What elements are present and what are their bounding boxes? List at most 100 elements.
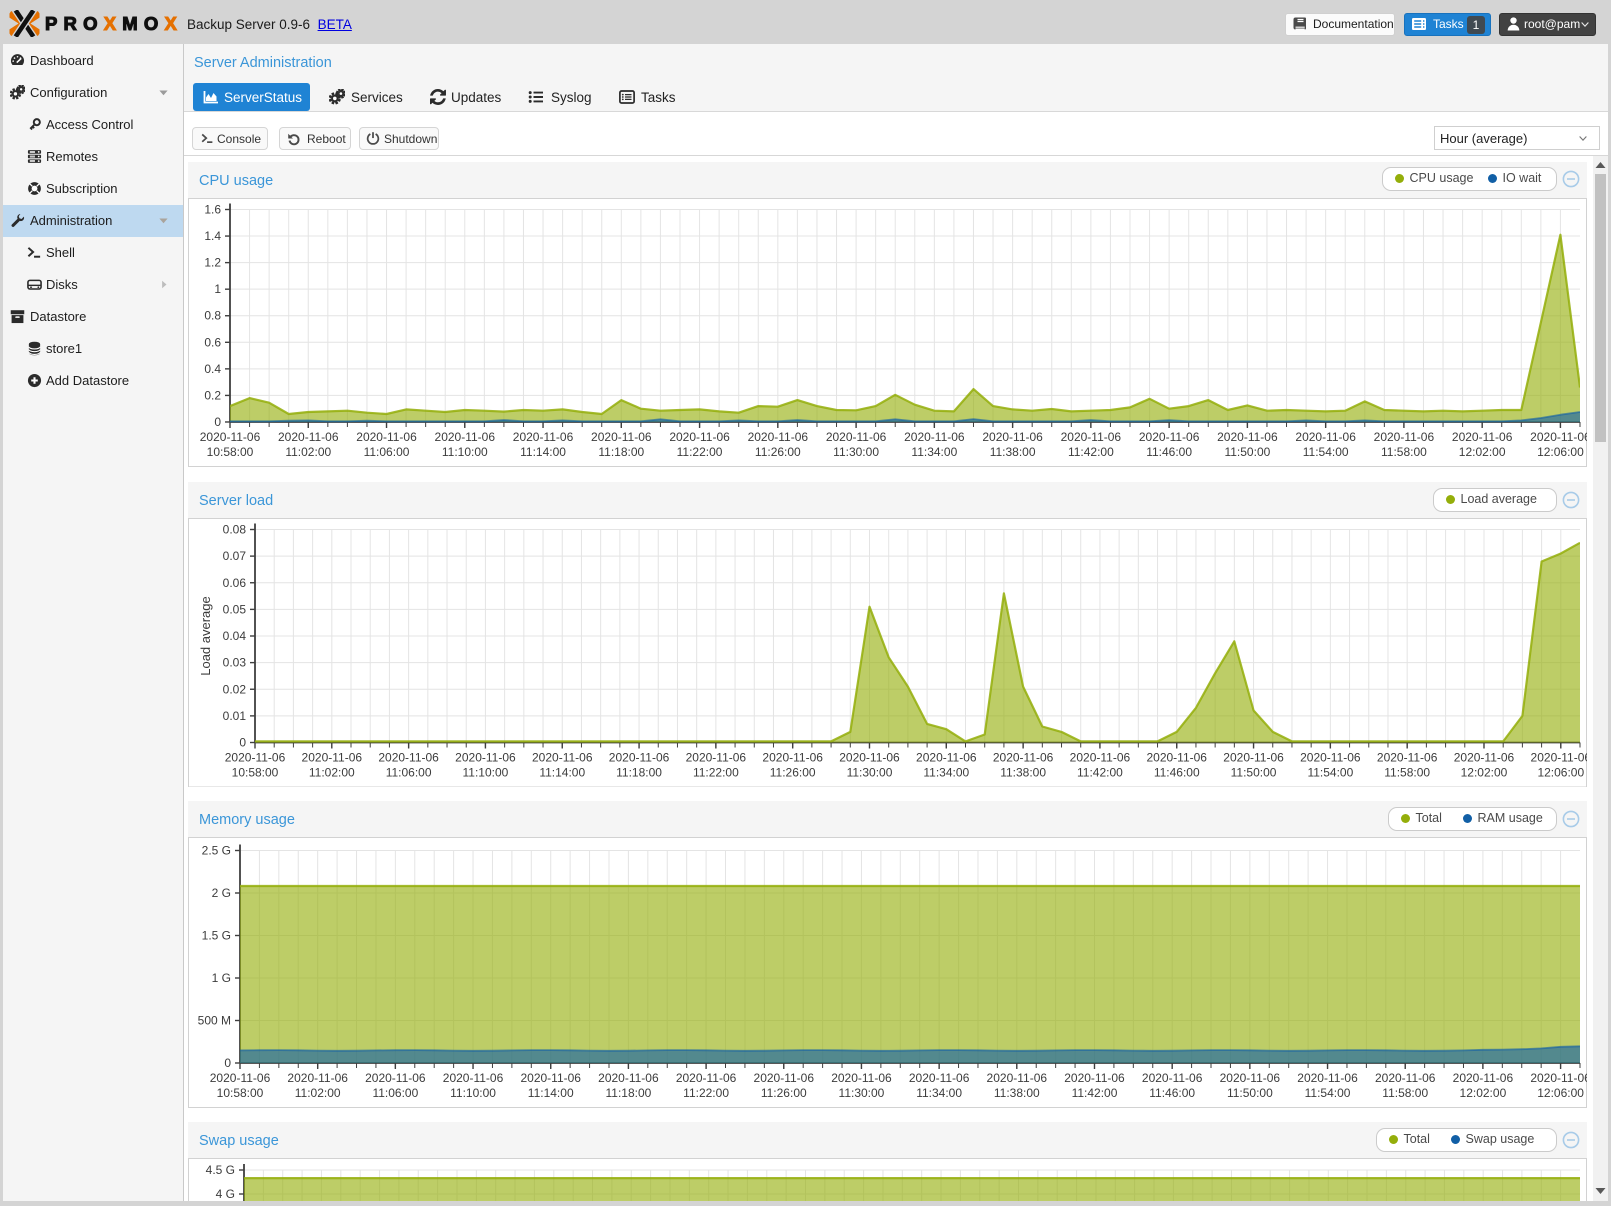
svg-text:11:06:00: 11:06:00 — [372, 1086, 418, 1100]
svg-text:2020-11-06: 2020-11-06 — [225, 750, 286, 764]
svg-text:2020-11-06: 2020-11-06 — [455, 750, 516, 764]
svg-text:11:38:00: 11:38:00 — [994, 1086, 1040, 1100]
svg-text:4.5 G: 4.5 G — [206, 1163, 235, 1177]
svg-text:10:58:00: 10:58:00 — [207, 445, 254, 459]
svg-text:2020-11-06: 2020-11-06 — [1223, 750, 1284, 764]
svg-text:11:10:00: 11:10:00 — [463, 765, 509, 779]
svg-text:0.6: 0.6 — [204, 335, 221, 349]
svg-text:2.5 G: 2.5 G — [202, 844, 231, 858]
svg-text:2020-11-06: 2020-11-06 — [1297, 1071, 1358, 1085]
svg-text:11:50:00: 11:50:00 — [1227, 1086, 1273, 1100]
svg-text:2020-11-06: 2020-11-06 — [676, 1071, 737, 1085]
svg-text:0: 0 — [214, 414, 221, 428]
svg-text:11:10:00: 11:10:00 — [450, 1086, 496, 1100]
svg-text:11:02:00: 11:02:00 — [309, 765, 355, 779]
svg-text:2020-11-06: 2020-11-06 — [748, 430, 809, 444]
svg-text:500 M: 500 M — [198, 1014, 231, 1028]
svg-text:2020-11-06: 2020-11-06 — [669, 430, 730, 444]
svg-text:11:34:00: 11:34:00 — [916, 1086, 962, 1100]
svg-text:2020-11-06: 2020-11-06 — [1220, 1071, 1281, 1085]
svg-text:11:58:00: 11:58:00 — [1382, 1086, 1428, 1100]
svg-text:11:34:00: 11:34:00 — [923, 765, 969, 779]
svg-text:11:22:00: 11:22:00 — [683, 1086, 729, 1100]
svg-text:11:14:00: 11:14:00 — [520, 445, 566, 459]
svg-text:2020-11-06: 2020-11-06 — [1146, 750, 1207, 764]
svg-text:2020-11-06: 2020-11-06 — [435, 430, 496, 444]
svg-text:12:02:00: 12:02:00 — [1461, 765, 1508, 779]
svg-text:1: 1 — [214, 282, 221, 296]
svg-text:11:26:00: 11:26:00 — [770, 765, 816, 779]
svg-text:0.07: 0.07 — [223, 549, 247, 563]
svg-text:2020-11-06: 2020-11-06 — [591, 430, 652, 444]
svg-text:11:30:00: 11:30:00 — [833, 445, 879, 459]
svg-text:11:02:00: 11:02:00 — [295, 1086, 341, 1100]
svg-text:2020-11-06: 2020-11-06 — [831, 1071, 892, 1085]
svg-text:2020-11-06: 2020-11-06 — [278, 430, 339, 444]
svg-text:2020-11-06: 2020-11-06 — [1142, 1071, 1203, 1085]
svg-text:11:58:00: 11:58:00 — [1384, 765, 1430, 779]
svg-text:2020-11-06: 2020-11-06 — [686, 750, 747, 764]
svg-text:11:18:00: 11:18:00 — [605, 1086, 651, 1100]
svg-text:10:58:00: 10:58:00 — [217, 1086, 264, 1100]
svg-text:11:54:00: 11:54:00 — [1303, 445, 1349, 459]
svg-text:0.8: 0.8 — [204, 308, 221, 322]
svg-text:2020-11-06: 2020-11-06 — [993, 750, 1054, 764]
svg-text:11:30:00: 11:30:00 — [847, 765, 893, 779]
svg-text:11:06:00: 11:06:00 — [386, 765, 432, 779]
svg-text:11:46:00: 11:46:00 — [1149, 1086, 1195, 1100]
svg-text:2020-11-06: 2020-11-06 — [1061, 430, 1122, 444]
svg-text:2020-11-06: 2020-11-06 — [365, 1071, 426, 1085]
svg-text:11:54:00: 11:54:00 — [1305, 1086, 1351, 1100]
svg-text:1.6: 1.6 — [204, 202, 221, 216]
svg-text:2 G: 2 G — [212, 886, 231, 900]
svg-text:11:14:00: 11:14:00 — [539, 765, 585, 779]
svg-text:0.06: 0.06 — [223, 575, 247, 589]
svg-text:0: 0 — [224, 1056, 231, 1070]
svg-text:12:02:00: 12:02:00 — [1460, 1086, 1507, 1100]
svg-text:2020-11-06: 2020-11-06 — [1070, 750, 1131, 764]
svg-text:10:58:00: 10:58:00 — [232, 765, 279, 779]
svg-text:11:30:00: 11:30:00 — [839, 1086, 885, 1100]
svg-text:2020-11-06: 2020-11-06 — [1064, 1071, 1125, 1085]
svg-text:11:50:00: 11:50:00 — [1224, 445, 1270, 459]
svg-text:2020-11-06: 2020-11-06 — [982, 430, 1043, 444]
svg-text:11:34:00: 11:34:00 — [911, 445, 957, 459]
svg-text:11:26:00: 11:26:00 — [755, 445, 801, 459]
svg-text:2020-11-06: 2020-11-06 — [210, 1071, 271, 1085]
svg-text:0.2: 0.2 — [204, 388, 221, 402]
svg-text:11:22:00: 11:22:00 — [693, 765, 739, 779]
svg-text:1.2: 1.2 — [204, 255, 221, 269]
svg-text:12:06:00: 12:06:00 — [1537, 765, 1584, 779]
svg-text:11:42:00: 11:42:00 — [1072, 1086, 1118, 1100]
svg-text:2020-11-06: 2020-11-06 — [443, 1071, 504, 1085]
svg-text:12:06:00: 12:06:00 — [1537, 445, 1584, 459]
svg-text:11:58:00: 11:58:00 — [1381, 445, 1427, 459]
svg-text:11:06:00: 11:06:00 — [364, 445, 410, 459]
svg-text:2020-11-06: 2020-11-06 — [513, 430, 574, 444]
svg-text:2020-11-06: 2020-11-06 — [378, 750, 439, 764]
svg-text:1.4: 1.4 — [204, 229, 221, 243]
svg-text:0.4: 0.4 — [204, 361, 221, 375]
svg-text:2020-11-06: 2020-11-06 — [1217, 430, 1278, 444]
svg-text:0.05: 0.05 — [223, 602, 247, 616]
svg-text:2020-11-06: 2020-11-06 — [916, 750, 977, 764]
svg-text:0.04: 0.04 — [223, 629, 247, 643]
svg-text:2020-11-06: 2020-11-06 — [356, 430, 417, 444]
svg-text:2020-11-06: 2020-11-06 — [609, 750, 670, 764]
svg-text:2020-11-06: 2020-11-06 — [302, 750, 363, 764]
svg-text:11:18:00: 11:18:00 — [616, 765, 662, 779]
svg-text:11:38:00: 11:38:00 — [1000, 765, 1046, 779]
svg-text:2020-11-06: 2020-11-06 — [987, 1071, 1048, 1085]
svg-text:2020-11-06: 2020-11-06 — [1139, 430, 1200, 444]
svg-text:2020-11-06: 2020-11-06 — [1531, 750, 1587, 764]
svg-text:2020-11-06: 2020-11-06 — [762, 750, 823, 764]
svg-text:11:46:00: 11:46:00 — [1146, 445, 1192, 459]
svg-text:2020-11-06: 2020-11-06 — [287, 1071, 348, 1085]
svg-text:11:46:00: 11:46:00 — [1154, 765, 1200, 779]
svg-text:2020-11-06: 2020-11-06 — [598, 1071, 659, 1085]
svg-text:1 G: 1 G — [212, 971, 231, 985]
svg-text:2020-11-06: 2020-11-06 — [904, 430, 965, 444]
svg-text:1.5 G: 1.5 G — [202, 929, 231, 943]
svg-text:0.08: 0.08 — [223, 522, 247, 536]
svg-text:2020-11-06: 2020-11-06 — [1453, 1071, 1514, 1085]
